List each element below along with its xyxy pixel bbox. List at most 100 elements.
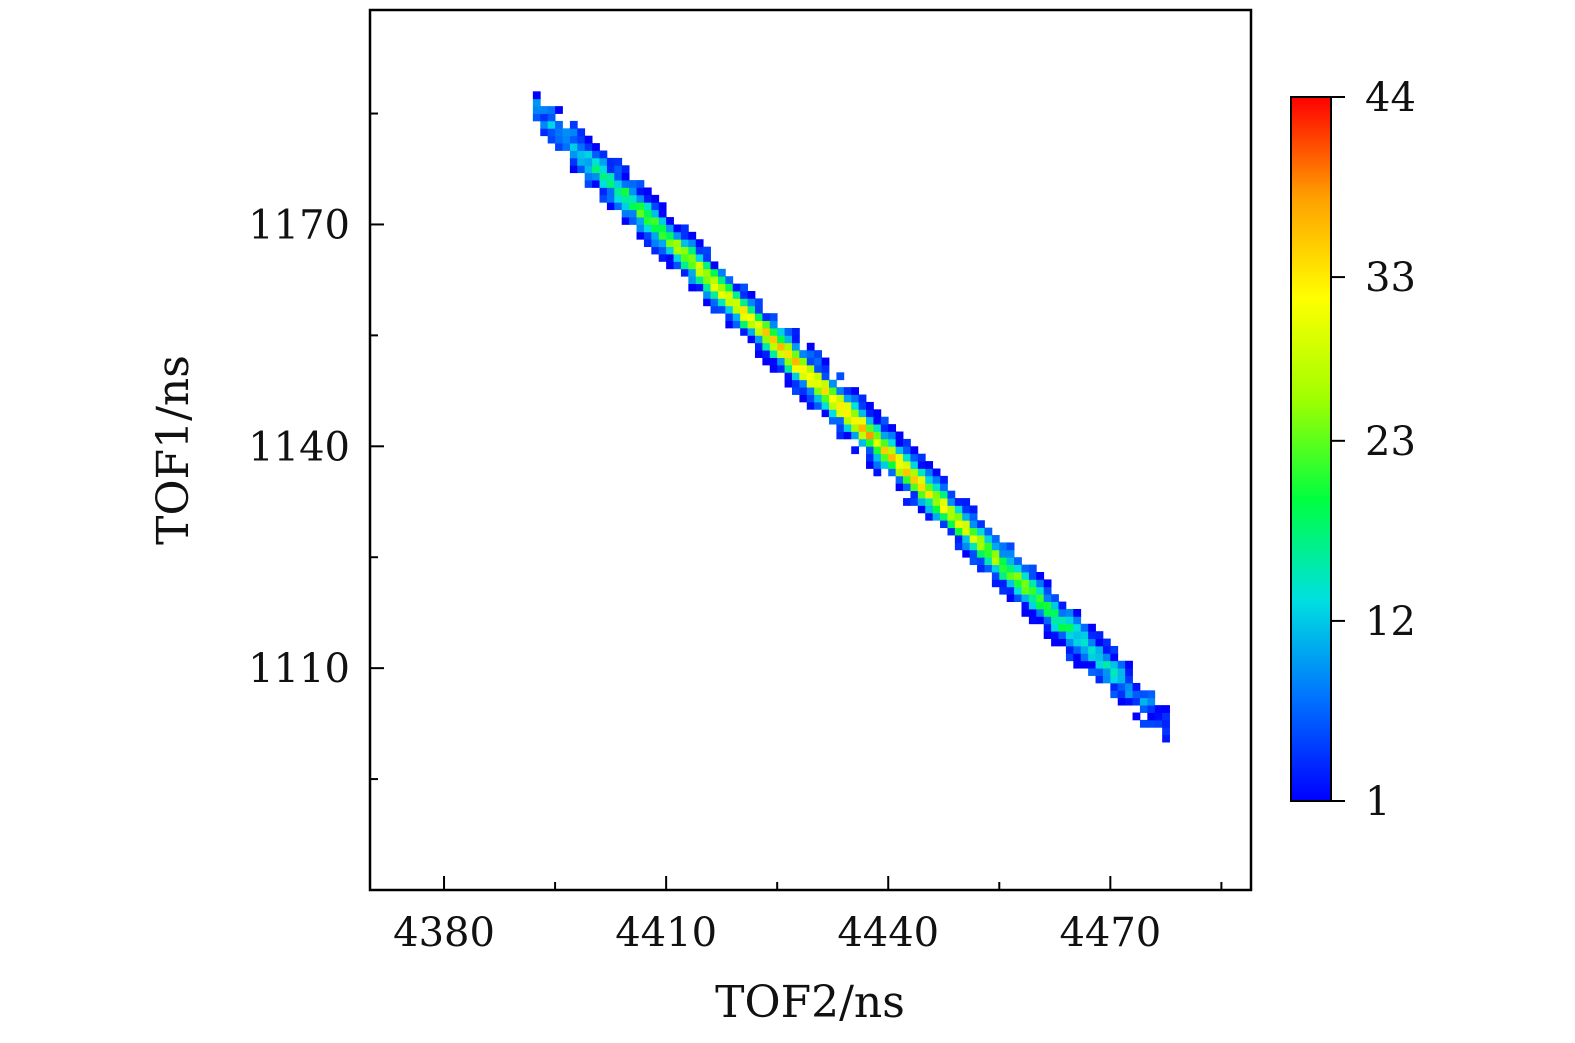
heatmap-cell bbox=[1110, 668, 1119, 676]
heatmap-cell bbox=[732, 305, 741, 314]
heatmap-cell bbox=[643, 239, 652, 248]
heatmap-cell bbox=[1028, 586, 1037, 595]
heatmap-cell bbox=[621, 187, 630, 196]
heatmap-cell bbox=[569, 143, 578, 151]
heatmap-cell bbox=[1028, 579, 1037, 588]
heatmap-cell bbox=[1080, 645, 1089, 654]
heatmap-cell bbox=[555, 128, 563, 137]
heatmap-cell bbox=[621, 202, 630, 211]
heatmap-cell bbox=[947, 490, 956, 499]
heatmap-cell bbox=[688, 246, 697, 255]
heatmap-cell bbox=[725, 291, 734, 299]
heatmap-cell bbox=[1051, 601, 1059, 610]
heatmap-cell bbox=[777, 327, 785, 336]
heatmap-cell bbox=[977, 535, 985, 543]
heatmap-cell bbox=[725, 305, 734, 314]
heatmap-cell bbox=[621, 217, 630, 225]
x-tick-label: 4440 bbox=[837, 910, 939, 956]
heatmap-cell bbox=[1006, 549, 1015, 558]
heatmap-cell bbox=[599, 187, 608, 196]
heatmap-cell bbox=[999, 542, 1008, 551]
heatmap-cell bbox=[1051, 594, 1059, 602]
heatmap-cell bbox=[1014, 557, 1022, 566]
heatmap-cell bbox=[806, 394, 815, 403]
heatmap-cell bbox=[1051, 623, 1059, 632]
heatmap-cell bbox=[592, 150, 600, 159]
heatmap-cell bbox=[1110, 645, 1119, 654]
heatmap-cell bbox=[969, 549, 978, 558]
heatmap-cell bbox=[547, 113, 556, 122]
heatmap-cell bbox=[806, 372, 815, 381]
heatmap-cell bbox=[977, 564, 985, 573]
heatmap-cell bbox=[866, 409, 874, 418]
heatmap-cell bbox=[777, 342, 785, 351]
heatmap-cell bbox=[903, 475, 911, 484]
heatmap-cell bbox=[843, 387, 852, 395]
heatmap-cell bbox=[1021, 579, 1030, 588]
heatmap-cell bbox=[629, 209, 637, 218]
heatmap-cell bbox=[1110, 690, 1119, 699]
heatmap-cell bbox=[821, 372, 830, 381]
heatmap-cell bbox=[866, 431, 874, 440]
heatmap-cell bbox=[962, 527, 971, 536]
heatmap-cell bbox=[932, 498, 941, 506]
heatmap-cell bbox=[932, 475, 941, 484]
heatmap-cell bbox=[1095, 668, 1104, 676]
heatmap-cell bbox=[732, 313, 741, 321]
heatmap-cell bbox=[547, 128, 556, 137]
y-axis-label: TOF1/ns bbox=[148, 355, 199, 545]
heatmap-cell bbox=[836, 401, 845, 410]
heatmap-cell bbox=[962, 520, 971, 529]
heatmap-cell bbox=[851, 446, 860, 455]
heatmap-cell bbox=[673, 231, 682, 240]
heatmap-cell bbox=[1006, 594, 1015, 602]
heatmap-cell bbox=[791, 372, 800, 381]
heatmap-cell bbox=[592, 143, 600, 151]
heatmap-cell bbox=[1014, 564, 1022, 573]
heatmap-cell bbox=[680, 268, 689, 277]
heatmap-cell bbox=[747, 291, 756, 299]
heatmap-cell bbox=[880, 453, 889, 462]
heatmap-cell bbox=[636, 180, 645, 188]
heatmap-cell bbox=[962, 512, 971, 521]
heatmap-cell bbox=[866, 446, 874, 455]
heatmap-cell bbox=[903, 446, 911, 455]
heatmap-cell bbox=[606, 172, 615, 181]
heatmap-cell bbox=[1117, 668, 1126, 676]
heatmap-cell bbox=[917, 468, 926, 477]
heatmap-cell bbox=[1080, 631, 1089, 639]
heatmap-cell bbox=[584, 172, 593, 181]
heatmap-cell bbox=[555, 143, 563, 151]
heatmap-cell bbox=[836, 424, 845, 432]
heatmap-cell bbox=[754, 298, 763, 307]
heatmap-cell bbox=[969, 527, 978, 536]
colorbar-tick-label: 44 bbox=[1365, 75, 1416, 121]
heatmap-cell bbox=[747, 298, 756, 307]
heatmap-cell bbox=[651, 209, 660, 218]
heatmap-cell bbox=[1102, 653, 1111, 662]
heatmap-cell bbox=[866, 453, 874, 462]
heatmap-cell bbox=[969, 535, 978, 543]
heatmap-cell bbox=[1043, 586, 1052, 595]
heatmap-cell bbox=[710, 283, 719, 292]
heatmap-cell bbox=[555, 120, 563, 129]
heatmap-cell bbox=[1043, 631, 1052, 639]
heatmap-cell bbox=[1102, 638, 1111, 647]
heatmap-cell bbox=[843, 424, 852, 432]
heatmap-cell bbox=[977, 527, 985, 536]
heatmap-cell bbox=[1088, 638, 1096, 647]
heatmap-cell bbox=[703, 298, 711, 307]
heatmap-cell bbox=[592, 157, 600, 166]
heatmap-cell bbox=[1095, 653, 1104, 662]
heatmap-cell bbox=[984, 549, 993, 558]
heatmap-cell bbox=[777, 357, 785, 366]
heatmap-cell bbox=[562, 143, 571, 151]
heatmap-cell bbox=[673, 246, 682, 255]
heatmap-cell bbox=[836, 372, 845, 381]
heatmap-cell bbox=[1006, 557, 1015, 566]
heatmap-cell bbox=[710, 298, 719, 307]
x-axis: 4380 4410 4440 4470 bbox=[393, 876, 1223, 956]
heatmap-cell bbox=[954, 520, 963, 529]
heatmap-cell bbox=[1102, 660, 1111, 669]
heatmap-cell bbox=[577, 128, 586, 137]
